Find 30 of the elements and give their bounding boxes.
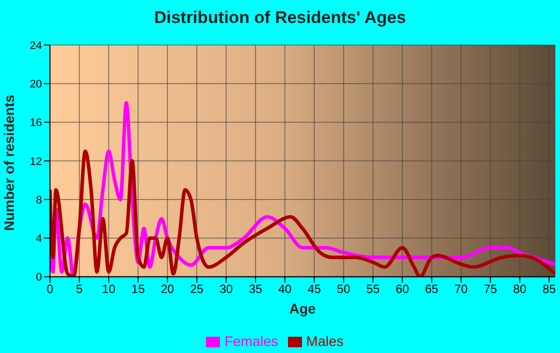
- x-tick-label: 15: [131, 282, 146, 296]
- x-tick-label: 85: [542, 282, 556, 296]
- x-tick-label: 65: [425, 282, 439, 296]
- y-tick-label: 4: [36, 232, 42, 245]
- y-tick-label: 16: [30, 117, 42, 130]
- legend-label: Females: [224, 332, 278, 349]
- x-tick-label: 35: [248, 282, 263, 296]
- x-tick-label: 50: [336, 282, 351, 296]
- x-tick-label: 5: [76, 282, 84, 296]
- x-tick-label: 75: [484, 282, 498, 296]
- x-axis-title: Age: [289, 300, 316, 317]
- y-tick-label: 0: [36, 272, 42, 284]
- y-tick-label: 12: [30, 156, 42, 168]
- x-tick-label: 30: [219, 282, 234, 296]
- legend-label: Males: [306, 332, 344, 349]
- x-tick-label: 0: [46, 282, 54, 296]
- x-tick-label: 70: [454, 282, 468, 296]
- x-tick-label: 45: [308, 282, 322, 296]
- y-tick-label: 20: [30, 78, 42, 91]
- x-tick-label: 10: [102, 282, 116, 296]
- x-tick-label: 55: [366, 282, 380, 296]
- y-tick-label: 8: [36, 194, 42, 206]
- x-tick-label: 20: [160, 282, 174, 296]
- x-tick-label: 25: [190, 282, 204, 296]
- chart-title: Distribution of Residents' Ages: [153, 8, 407, 28]
- y-axis-title: Number of residents: [0, 94, 17, 231]
- x-tick-label: 80: [513, 282, 527, 296]
- x-tick-label: 60: [396, 282, 410, 296]
- x-tick-label: 40: [278, 282, 292, 296]
- y-tick-label: 24: [30, 40, 42, 52]
